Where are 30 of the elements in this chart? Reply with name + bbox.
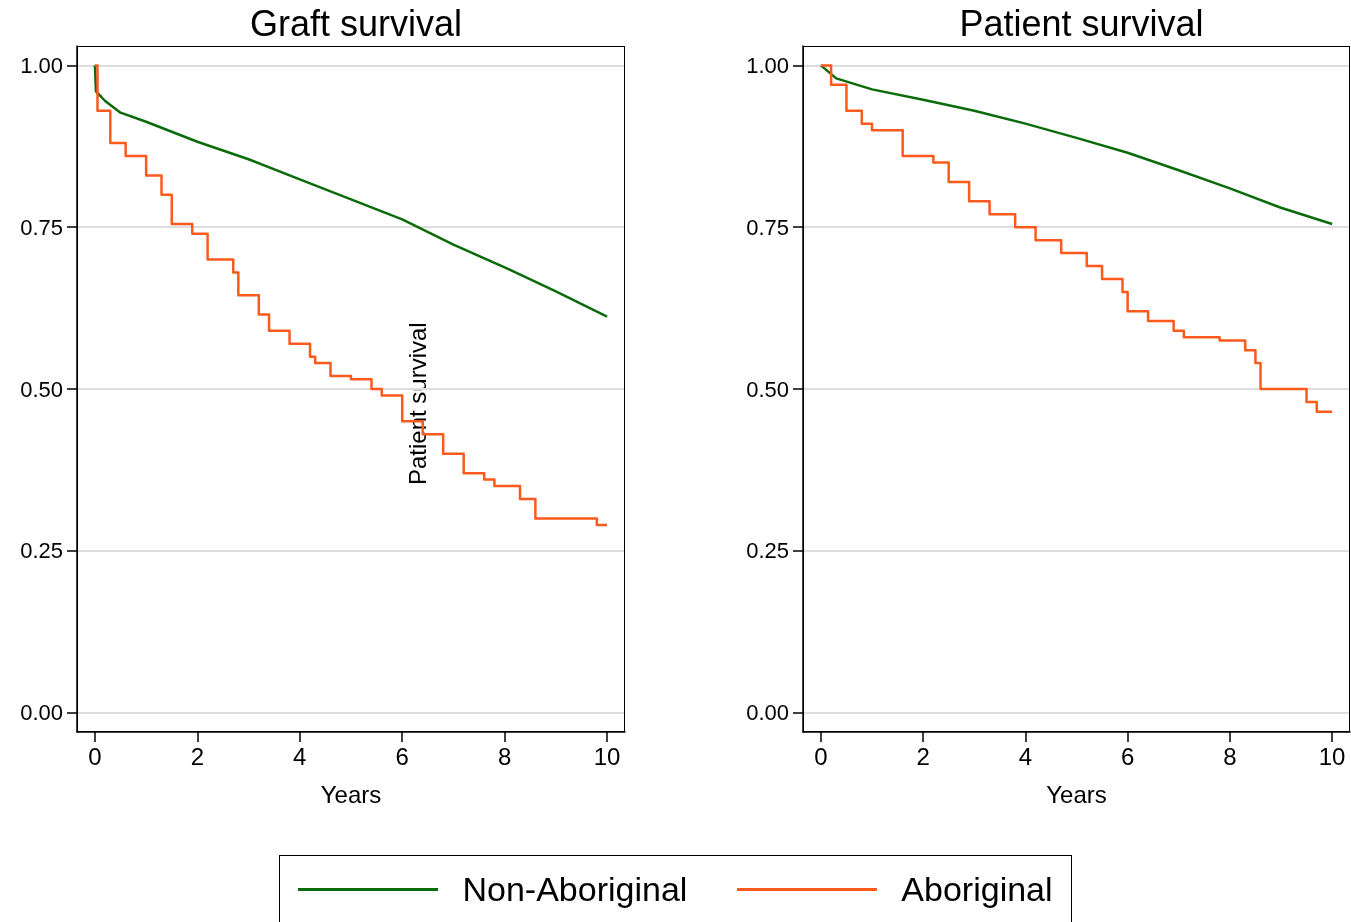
x-axis-title: Years (1046, 780, 1107, 808)
x-tick-label: 4 (1018, 742, 1033, 770)
x-tick-label: 6 (395, 742, 409, 770)
x-tick-label: 0 (88, 742, 102, 770)
y-tick-label: 0.25 (20, 538, 63, 564)
y-tick-label: 0.50 (746, 376, 789, 402)
y-tick-label: 0.50 (20, 376, 63, 402)
chart-title: Patient survival (959, 2, 1204, 44)
y-tick-label: 0.00 (20, 700, 63, 726)
x-tick-label: 2 (190, 742, 205, 770)
y-tick-label: 1.00 (746, 52, 789, 78)
legend-label: Aboriginal (901, 870, 1053, 909)
x-tick-label: 10 (1318, 742, 1346, 770)
x-tick-label: 10 (593, 742, 621, 770)
line-series (93, 64, 609, 318)
x-tick-label: 4 (293, 742, 307, 770)
y-tick-label: 0.00 (746, 700, 789, 726)
x-tick-label: 0 (814, 742, 828, 770)
x-tick-label: 2 (916, 742, 930, 770)
x-axis-title: Years (320, 780, 382, 808)
x-tick-label: 8 (1223, 742, 1237, 770)
line-series (819, 64, 1334, 226)
y-tick-label: 1.00 (20, 52, 63, 78)
legend-label: Non-Aboriginal (462, 870, 688, 909)
y-tick-label: 0.75 (746, 214, 789, 240)
chart-title: Graft survival (249, 2, 463, 44)
x-tick-label: 8 (497, 742, 512, 770)
x-tick-label: 6 (1120, 742, 1135, 770)
y-tick-label: 0.75 (20, 214, 63, 240)
y-tick-label: 0.25 (746, 538, 789, 564)
